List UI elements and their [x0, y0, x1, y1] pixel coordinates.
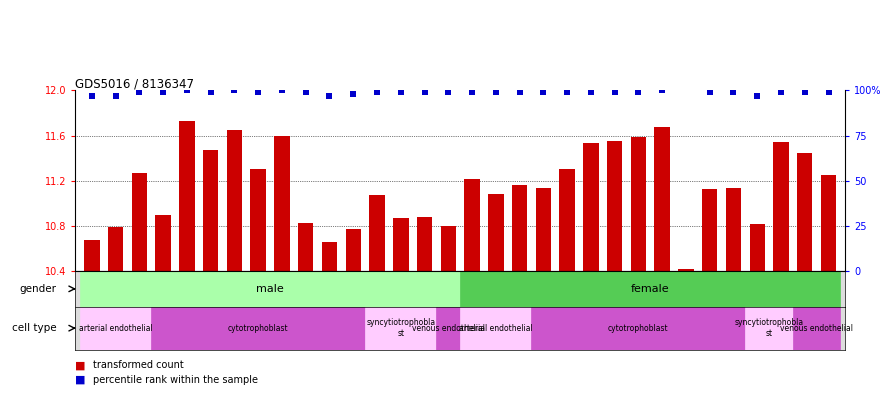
Text: female: female	[631, 284, 670, 294]
Text: ■: ■	[75, 375, 86, 385]
Text: venous endothelial: venous endothelial	[781, 324, 853, 332]
Bar	[678, 269, 694, 271]
Text: syncytiotrophobla
st: syncytiotrophobla st	[366, 318, 435, 338]
Text: cell type: cell type	[12, 323, 57, 333]
Text: ■: ■	[75, 360, 86, 371]
Bar	[151, 307, 366, 350]
Bar	[441, 226, 456, 271]
Bar	[227, 130, 242, 271]
Bar	[108, 227, 123, 271]
Text: gender: gender	[19, 284, 57, 294]
Bar	[393, 218, 409, 271]
Bar	[532, 307, 745, 350]
Bar	[465, 178, 480, 271]
Bar	[559, 169, 575, 271]
Bar	[460, 307, 532, 350]
Text: cytotrophoblast: cytotrophoblast	[228, 324, 289, 332]
Text: GDS5016 / 8136347: GDS5016 / 8136347	[75, 77, 194, 90]
Text: venous endothelial: venous endothelial	[412, 324, 485, 332]
Bar	[797, 152, 812, 271]
Text: percentile rank within the sample: percentile rank within the sample	[93, 375, 258, 385]
Bar	[179, 121, 195, 271]
Text: arterial endothelial: arterial endothelial	[459, 324, 533, 332]
Bar	[773, 142, 789, 271]
Bar	[460, 271, 841, 307]
Bar	[80, 307, 151, 350]
Text: cytotrophoblast: cytotrophoblast	[608, 324, 669, 332]
Bar	[535, 187, 551, 271]
Bar	[820, 175, 836, 271]
Text: syncytiotrophobla
st: syncytiotrophobla st	[735, 318, 804, 338]
Text: arterial endothelial: arterial endothelial	[79, 324, 152, 332]
Bar	[274, 136, 289, 271]
Bar	[250, 169, 266, 271]
Bar	[322, 242, 337, 271]
Text: transformed count: transformed count	[93, 360, 184, 371]
Bar	[512, 185, 527, 271]
Bar	[702, 189, 718, 271]
Bar	[726, 187, 742, 271]
Bar	[203, 150, 219, 271]
Bar	[655, 127, 670, 271]
Bar	[298, 222, 313, 271]
Bar	[84, 240, 100, 271]
Bar	[369, 195, 385, 271]
Bar	[132, 173, 147, 271]
Bar	[366, 307, 436, 350]
Bar	[156, 215, 171, 271]
Text: male: male	[257, 284, 284, 294]
Bar	[607, 141, 622, 271]
Bar	[750, 224, 765, 271]
Bar	[583, 143, 598, 271]
Bar	[793, 307, 841, 350]
Bar	[745, 307, 793, 350]
Bar	[345, 230, 361, 271]
Bar	[631, 137, 646, 271]
Bar	[417, 217, 432, 271]
Bar	[436, 307, 460, 350]
Bar	[80, 271, 460, 307]
Bar	[489, 195, 504, 271]
